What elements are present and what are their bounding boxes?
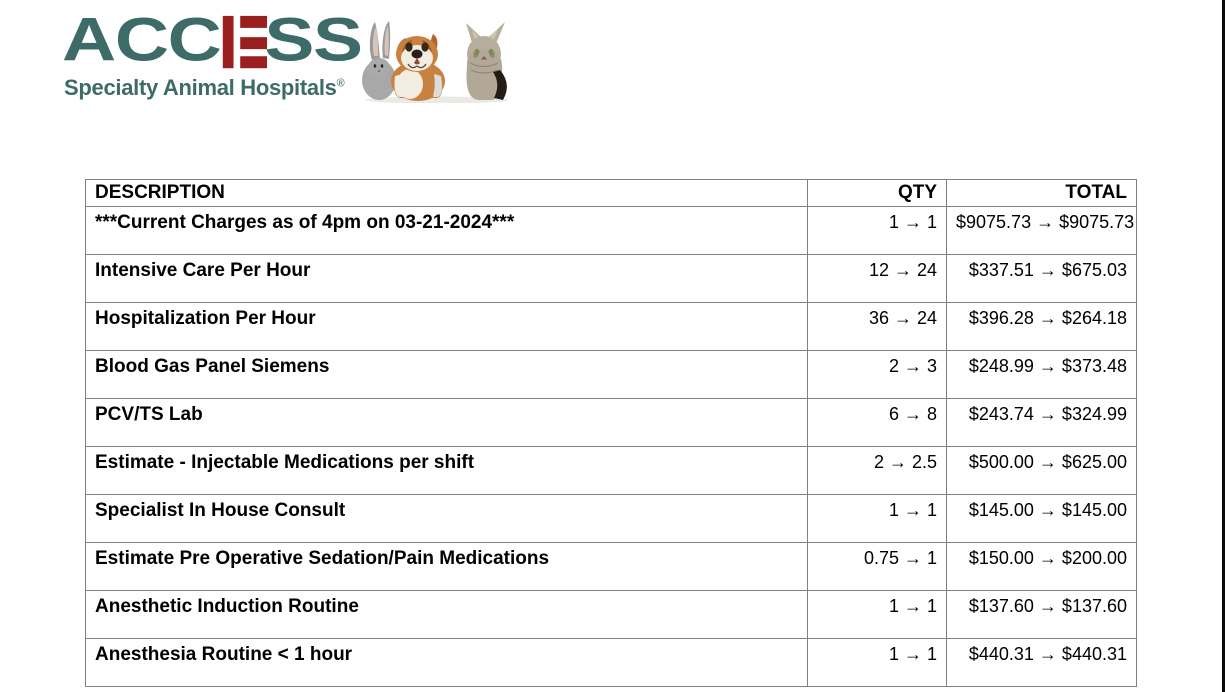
svg-text:SS: SS — [264, 6, 361, 74]
svg-text:ACC: ACC — [62, 6, 221, 74]
